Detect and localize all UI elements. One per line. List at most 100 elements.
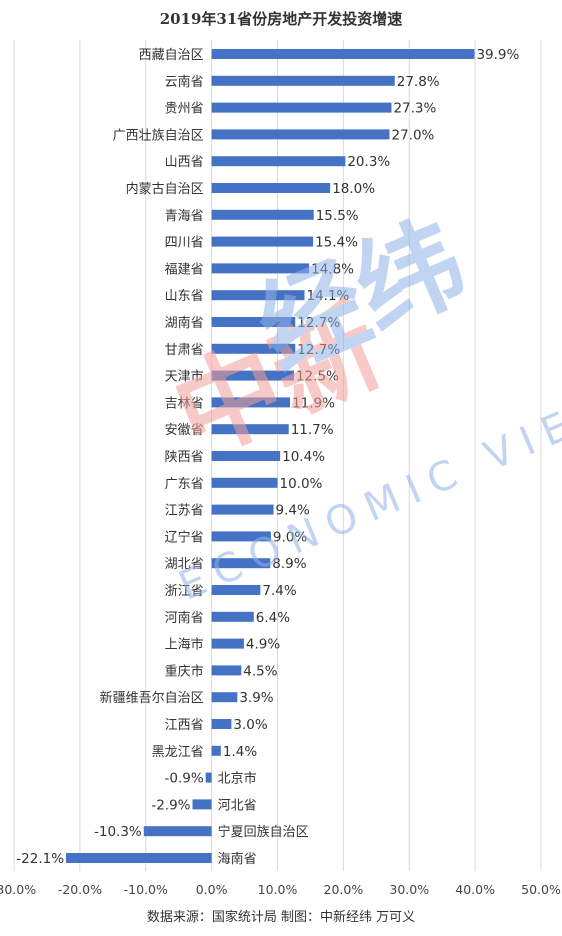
bar	[211, 397, 291, 408]
value-label: 10.0%	[280, 476, 323, 492]
category-label: 安徽省	[165, 423, 204, 438]
category-label: 甘肃省	[165, 343, 204, 358]
category-label: 吉林省	[165, 396, 204, 411]
category-label: 青海省	[165, 209, 204, 224]
bar	[211, 424, 289, 435]
category-label: 广东省	[165, 477, 204, 492]
bar	[205, 772, 212, 783]
category-labels: 西藏自治区云南省贵州省广西壮族自治区山西省内蒙古自治区青海省四川省福建省山东省湖…	[100, 48, 309, 867]
bar	[211, 504, 274, 515]
bar	[211, 531, 271, 542]
bar	[211, 75, 395, 86]
footer-source: 数据来源：国家统计局 制图：中新经纬 万可义	[147, 909, 415, 925]
x-tick-label: 10.0%	[258, 882, 298, 897]
value-label: 20.3%	[347, 154, 390, 170]
value-label: 15.5%	[316, 208, 359, 224]
bar	[211, 745, 221, 756]
bar	[211, 665, 242, 676]
category-label: 内蒙古自治区	[126, 181, 204, 197]
value-label: 4.9%	[246, 637, 280, 653]
value-label: -10.3%	[94, 824, 142, 840]
bar	[211, 236, 314, 247]
value-label: 12.5%	[296, 369, 339, 385]
category-label: 上海市	[165, 637, 204, 653]
bar	[211, 129, 390, 140]
category-label: 山东省	[165, 289, 204, 304]
value-label: 7.4%	[262, 583, 296, 599]
value-label: 9.4%	[276, 503, 310, 519]
value-label: -0.9%	[165, 771, 204, 787]
category-label: 北京市	[218, 771, 257, 787]
bar	[211, 49, 475, 59]
category-label: 天津市	[165, 369, 204, 385]
category-label: 河南省	[165, 610, 204, 626]
category-label: 浙江省	[165, 584, 204, 599]
category-label: 广西壮族自治区	[113, 127, 204, 143]
value-label: 27.0%	[391, 127, 434, 143]
value-label: 3.0%	[233, 717, 267, 733]
value-label: 8.9%	[272, 556, 306, 572]
value-label: 9.0%	[273, 529, 307, 545]
value-label: 27.3%	[393, 101, 436, 117]
value-label: 1.4%	[223, 744, 257, 760]
x-tick-label: 20.0%	[324, 882, 364, 897]
bars	[66, 49, 475, 863]
value-label: 18.0%	[332, 181, 375, 197]
chart-title: 2019年31省份房地产开发投资增速	[160, 10, 403, 28]
x-tick-label: 50.0%	[521, 882, 561, 897]
value-label: 14.8%	[311, 261, 354, 277]
bar	[211, 209, 314, 220]
value-label: 6.4%	[256, 610, 290, 626]
value-label: 12.7%	[297, 315, 340, 331]
category-label: 湖北省	[165, 557, 204, 572]
x-axis-ticks: -30.0% -20.0% -10.0% 0.0% 10.0% 20.0% 30.0% 40.…	[0, 882, 561, 897]
category-label: 江西省	[165, 718, 204, 733]
value-label: 11.7%	[291, 422, 334, 438]
value-label: 39.9%	[476, 47, 519, 63]
value-label: 14.1%	[307, 288, 350, 304]
bar	[211, 183, 331, 193]
category-label: 西藏自治区	[139, 48, 204, 63]
x-tick-label: 0.0%	[196, 882, 228, 897]
category-label: 黑龙江省	[152, 745, 204, 760]
bar	[211, 692, 238, 703]
bar	[211, 102, 392, 113]
value-label: 15.4%	[315, 235, 358, 251]
bar	[211, 263, 310, 274]
bar	[143, 826, 212, 837]
value-label: 3.9%	[239, 690, 273, 706]
bar	[211, 477, 278, 488]
bar	[211, 638, 244, 649]
value-label: 10.4%	[282, 449, 325, 465]
category-label: 江苏省	[165, 503, 204, 519]
x-tick-label: -30.0%	[0, 882, 36, 897]
bar	[211, 156, 346, 167]
category-label: 四川省	[165, 236, 204, 251]
category-label: 福建省	[165, 262, 204, 277]
bar	[211, 343, 296, 354]
bar	[211, 451, 281, 461]
bar	[211, 370, 294, 381]
category-label: 河北省	[218, 798, 257, 813]
watermark-logo: 中新 经纬 ECONOMIC VIEW	[158, 200, 562, 610]
bar	[211, 585, 261, 595]
bar	[211, 317, 296, 327]
value-label: 12.7%	[297, 342, 340, 358]
value-labels: 39.9% 27.8% 27.3% 27.0%20.3% 18.0% 15.5% 15.4%…	[16, 47, 519, 867]
bar	[211, 719, 232, 729]
bar	[192, 799, 212, 810]
value-label: 11.9%	[292, 395, 335, 411]
value-label: -2.9%	[151, 797, 190, 813]
x-tick-label: -20.0%	[58, 882, 102, 897]
bar	[211, 611, 254, 622]
category-label: 宁夏回族自治区	[218, 824, 309, 840]
category-label: 贵州省	[165, 102, 204, 117]
category-label: 山西省	[165, 155, 204, 170]
bar	[211, 290, 305, 301]
category-label: 海南省	[218, 851, 257, 867]
category-label: 新疆维吾尔自治区	[100, 690, 204, 706]
value-label: -22.1%	[16, 851, 64, 867]
bar	[211, 558, 271, 569]
category-label: 湖南省	[165, 315, 204, 331]
